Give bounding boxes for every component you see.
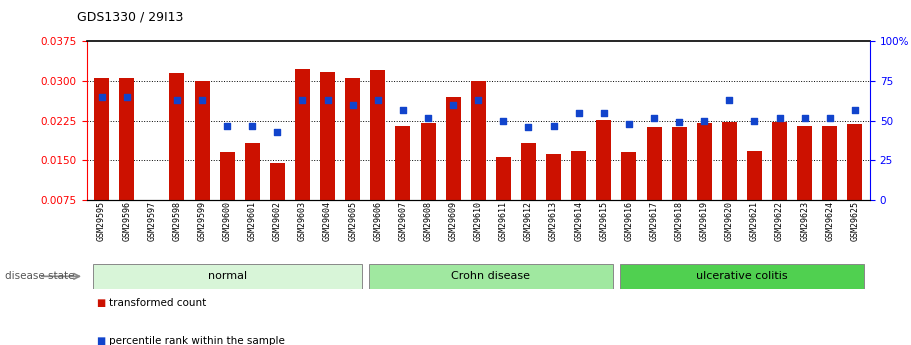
Bar [521, 144, 536, 200]
Bar [369, 264, 612, 289]
Bar [445, 97, 461, 200]
Bar [697, 124, 711, 200]
Bar [245, 144, 260, 200]
Bar [620, 264, 864, 289]
Text: ulcerative colitis: ulcerative colitis [696, 272, 788, 281]
Point [119, 94, 134, 100]
Bar [195, 81, 210, 200]
Point [847, 107, 862, 112]
Point [672, 120, 687, 125]
Point [245, 123, 260, 128]
Point [621, 121, 636, 127]
Point [395, 107, 410, 112]
Bar [93, 264, 362, 289]
Bar [370, 70, 385, 200]
Point [421, 115, 435, 120]
Bar [797, 126, 813, 200]
Bar [496, 157, 511, 200]
Point [95, 94, 109, 100]
Text: percentile rank within the sample: percentile rank within the sample [109, 336, 285, 345]
Bar [471, 81, 486, 200]
Point [547, 123, 561, 128]
Point [496, 118, 511, 124]
Bar [571, 151, 587, 200]
Bar [295, 69, 310, 200]
Bar [546, 154, 561, 200]
Bar [597, 120, 611, 200]
Point [169, 97, 184, 103]
Bar [421, 124, 435, 200]
Bar [220, 152, 235, 200]
Point [647, 115, 661, 120]
Point [773, 115, 787, 120]
Bar [395, 126, 411, 200]
Text: ■: ■ [96, 298, 105, 307]
Point [697, 118, 711, 124]
Text: ■: ■ [96, 336, 105, 345]
Point [471, 97, 486, 103]
Bar [119, 78, 134, 200]
Bar [847, 125, 863, 200]
Point [797, 115, 812, 120]
Bar [621, 152, 637, 200]
Point [597, 110, 611, 116]
Bar [671, 127, 687, 200]
Point [345, 102, 360, 108]
Bar [647, 127, 661, 200]
Point [521, 124, 536, 130]
Bar [345, 78, 360, 200]
Text: GDS1330 / 29I13: GDS1330 / 29I13 [77, 10, 184, 23]
Bar [773, 122, 787, 200]
Point [371, 97, 385, 103]
Bar [169, 73, 185, 200]
Point [321, 97, 335, 103]
Point [445, 102, 460, 108]
Point [823, 115, 837, 120]
Text: disease state: disease state [5, 272, 74, 281]
Bar [823, 126, 837, 200]
Point [195, 97, 210, 103]
Text: transformed count: transformed count [109, 298, 207, 307]
Point [747, 118, 762, 124]
Point [220, 123, 234, 128]
Text: Crohn disease: Crohn disease [451, 272, 530, 281]
Point [295, 97, 310, 103]
Bar [94, 78, 109, 200]
Bar [722, 122, 737, 200]
Point [270, 129, 284, 135]
Bar [270, 163, 285, 200]
Point [722, 97, 737, 103]
Text: normal: normal [208, 272, 247, 281]
Point [571, 110, 586, 116]
Bar [320, 71, 335, 200]
Bar [747, 151, 762, 200]
